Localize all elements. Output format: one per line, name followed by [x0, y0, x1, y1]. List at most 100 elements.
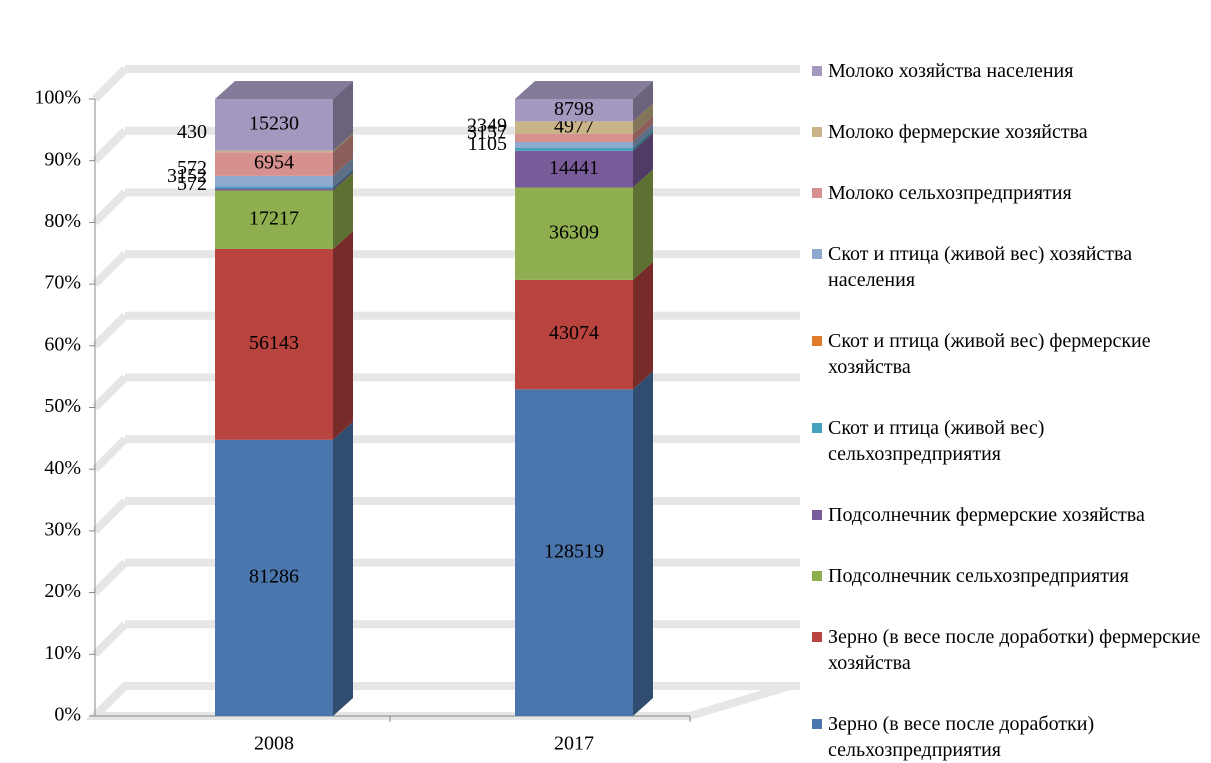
- grid-line: [92, 436, 128, 473]
- bar-side: [633, 132, 653, 188]
- y-tick-label: 20%: [44, 580, 81, 602]
- grid-line: [92, 374, 128, 411]
- bar-side: [333, 81, 353, 151]
- data-label: 1105: [468, 133, 507, 155]
- legend-swatch: [812, 719, 822, 729]
- legend-label: Подсолнечник сельхозпредприятия: [828, 565, 1129, 587]
- legend-swatch: [812, 188, 822, 198]
- bar-segment: [215, 150, 333, 153]
- legend-label: Скот и птица (живой вес) фермерские хозя…: [828, 330, 1151, 378]
- legend-label: Молоко сельхозпредприятия: [828, 182, 1072, 204]
- bar-side: [333, 132, 353, 153]
- bar-top: [515, 81, 653, 99]
- bar-side: [633, 103, 653, 135]
- bar-side: [633, 169, 653, 280]
- legend-item: Зерно (в весе после доработки) фермерски…: [812, 624, 1207, 676]
- bar-segment: [515, 134, 633, 143]
- grid-line: [92, 127, 128, 164]
- x-tick-label: 2017: [554, 733, 594, 755]
- legend-item: Скот и птица (живой вес) сельхозпредприя…: [812, 415, 1207, 467]
- bar-side: [633, 81, 653, 122]
- data-label: 6954: [254, 152, 294, 174]
- legend-item: Молоко фермерские хозяйства: [812, 119, 1207, 145]
- y-tick-label: 10%: [44, 642, 81, 664]
- bar-side: [633, 371, 653, 716]
- grid-line: [92, 189, 128, 226]
- legend-label: Зерно (в весе после доработки) сельхозпр…: [828, 713, 1095, 761]
- bar-side: [633, 116, 653, 143]
- bar-segment: [515, 121, 633, 135]
- legend-item: Скот и птица (живой вес) хозяйства насел…: [812, 241, 1207, 293]
- bar-segment: [215, 152, 333, 176]
- bar-segment: [515, 142, 633, 149]
- data-label: 3157: [467, 122, 507, 144]
- grid-line: [92, 251, 128, 287]
- bar-segment: [515, 279, 633, 390]
- legend-swatch: [812, 249, 822, 259]
- y-tick-label: 60%: [44, 333, 81, 355]
- legend-swatch: [812, 423, 822, 433]
- grid-line: [92, 621, 128, 658]
- bar-segment: [215, 248, 333, 440]
- grid-line: [92, 559, 128, 596]
- bar-side: [333, 421, 353, 716]
- bar-segment: [515, 99, 633, 122]
- bar-segment: [515, 150, 633, 188]
- legend-item: Зерно (в весе после доработки) сельхозпр…: [812, 711, 1207, 763]
- y-tick-label: 70%: [44, 272, 81, 294]
- bar-side: [633, 130, 653, 151]
- bar-side: [333, 157, 353, 187]
- legend-item: Молоко хозяйства населения: [812, 58, 1207, 84]
- bar-side: [333, 230, 353, 440]
- bar-segment: [215, 186, 333, 189]
- legend-item: Подсолнечник сельхозпредприятия: [812, 563, 1207, 589]
- x-tick-label: 2008: [254, 733, 294, 755]
- data-label: 430: [177, 121, 207, 143]
- legend-swatch: [812, 66, 822, 76]
- floor: [85, 682, 792, 720]
- legend-label: Зерно (в весе после доработки) фермерски…: [828, 626, 1201, 674]
- data-label: 36309: [549, 221, 599, 243]
- y-tick-label: 0%: [54, 704, 81, 726]
- data-label: 8798: [554, 98, 594, 120]
- bar-segment: [515, 187, 633, 280]
- grid-line: [92, 66, 128, 102]
- bar-segment: [215, 99, 333, 151]
- y-tick-label: 40%: [44, 457, 81, 479]
- legend-swatch: [812, 632, 822, 642]
- data-label: 3152: [167, 165, 207, 187]
- y-tick-label: 90%: [44, 148, 81, 170]
- data-label: 56143: [249, 332, 299, 354]
- data-label: 128519: [544, 540, 604, 562]
- legend-item: Молоко сельхозпредприятия: [812, 180, 1207, 206]
- bar-side: [333, 168, 353, 189]
- legend-label: Скот и птица (живой вес) хозяйства насел…: [828, 243, 1133, 291]
- data-label: 43074: [549, 322, 599, 344]
- bar-side: [333, 172, 353, 249]
- bar-segment: [215, 175, 333, 187]
- bar-segment: [515, 148, 633, 151]
- bar-side: [633, 261, 653, 390]
- y-tick-label: 50%: [44, 395, 81, 417]
- legend-swatch: [812, 510, 822, 520]
- data-label: 81286: [249, 565, 299, 587]
- data-label: 2349: [467, 115, 507, 137]
- bar-segment: [215, 190, 333, 249]
- legend-label: Подсолнечник фермерские хозяйства: [828, 504, 1145, 526]
- legend-label: Молоко фермерские хозяйства: [828, 121, 1088, 143]
- grid-line: [92, 312, 128, 349]
- grid-line: [92, 683, 128, 719]
- legend-swatch: [812, 127, 822, 137]
- grid-line: [92, 498, 128, 534]
- legend-swatch: [812, 571, 822, 581]
- y-tick-label: 80%: [44, 210, 81, 232]
- bar-segment: [515, 389, 633, 716]
- bar-side: [633, 124, 653, 149]
- bar-side: [333, 134, 353, 176]
- legend: Зерно (в весе после доработки) сельхозпр…: [812, 58, 1207, 763]
- data-label: 572: [177, 173, 207, 195]
- y-tick-label: 30%: [44, 518, 81, 540]
- bar-side: [333, 170, 353, 191]
- bar-segment: [215, 439, 333, 716]
